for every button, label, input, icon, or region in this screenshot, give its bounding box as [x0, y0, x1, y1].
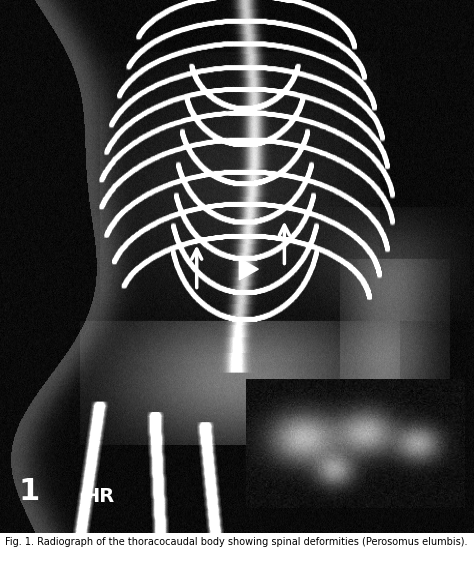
Text: 1: 1: [19, 477, 40, 506]
Text: Fig. 1. Radiograph of the thoracocaudal body showing spinal deformities (Perosom: Fig. 1. Radiograph of the thoracocaudal …: [5, 537, 467, 547]
Polygon shape: [239, 259, 258, 280]
Text: HR: HR: [83, 488, 114, 506]
